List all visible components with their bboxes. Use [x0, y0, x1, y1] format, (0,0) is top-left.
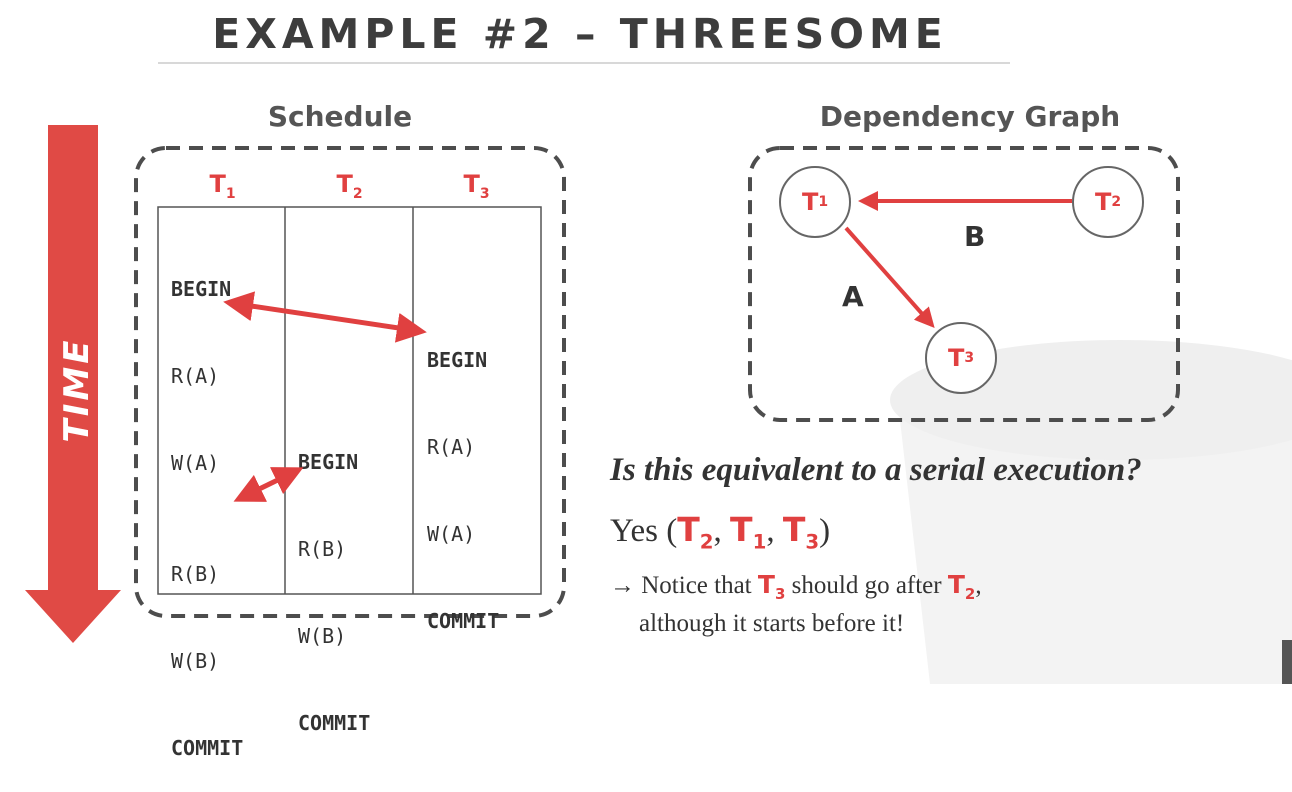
- answer-text: Yes (T2, T1, T3): [610, 510, 831, 554]
- page-title: EXAMPLE #2 – THREESOME: [212, 10, 948, 58]
- edge-label-b: B: [964, 220, 986, 253]
- note-line-2: although it starts before it!: [639, 610, 905, 637]
- op: W(A): [171, 451, 220, 475]
- graph-edges: [844, 191, 1072, 328]
- op: R(B): [171, 562, 220, 586]
- op: W(A): [427, 522, 476, 546]
- note-line-1: → Notice that T3 should go after T2,: [610, 570, 982, 603]
- question-text: Is this equivalent to a serial execution…: [610, 452, 1142, 488]
- schedule-title: Schedule: [267, 100, 413, 133]
- conflict-arrow-a: [223, 291, 427, 343]
- op: BEGIN: [298, 450, 359, 474]
- schedule-dashed-border: [134, 146, 566, 618]
- time-arrow-icon: [25, 125, 121, 643]
- op: BEGIN: [427, 348, 488, 372]
- schedule-table-grid: [157, 206, 542, 595]
- schedule-header-t2: T2: [336, 170, 363, 202]
- conflict-arrow-b: [233, 467, 304, 502]
- op: BEGIN: [171, 277, 232, 301]
- title-divider: [158, 62, 1010, 64]
- op: COMMIT: [171, 736, 244, 760]
- schedule-header-t3: T3: [463, 170, 490, 202]
- op: COMMIT: [298, 711, 371, 735]
- conflict-arrows: [223, 291, 427, 502]
- op: R(B): [298, 537, 347, 561]
- op: R(A): [171, 364, 220, 388]
- op: W(B): [298, 624, 347, 648]
- t1-ops-top: BEGIN R(A) W(A): [171, 217, 231, 507]
- arrow-right-icon: →: [610, 572, 635, 599]
- schedule-header-t1: T1: [209, 170, 236, 202]
- op: R(A): [427, 435, 476, 459]
- t3-ops: BEGIN R(A) W(A) COMMIT: [427, 288, 499, 665]
- graph-title: Dependency Graph: [819, 100, 1121, 133]
- graph-dashed-border: [748, 146, 1180, 422]
- op: COMMIT: [427, 609, 500, 633]
- edge-label-a: A: [842, 280, 864, 313]
- edge-t1-t3: [844, 226, 935, 328]
- op: W(B): [171, 649, 220, 673]
